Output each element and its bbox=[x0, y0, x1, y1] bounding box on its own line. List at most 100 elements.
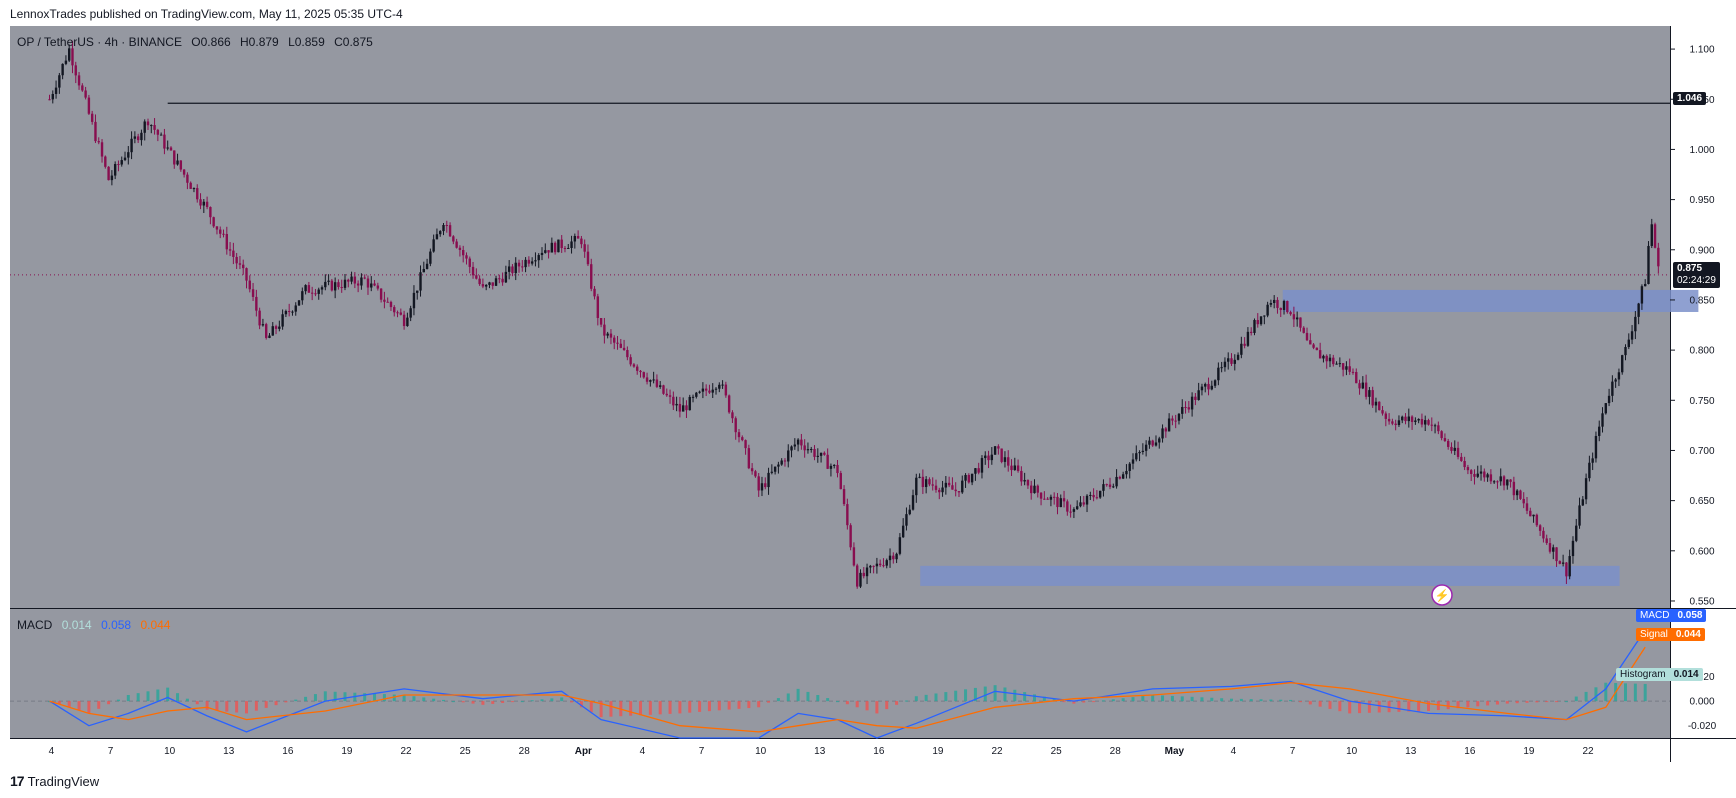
candle-body bbox=[721, 384, 724, 386]
candle-body bbox=[1358, 383, 1361, 389]
histogram-bar bbox=[1180, 696, 1184, 702]
candle bbox=[478, 275, 481, 286]
candle-body bbox=[222, 233, 225, 235]
alert-icon[interactable]: ⚡ bbox=[1431, 584, 1453, 606]
candle-body bbox=[980, 458, 984, 473]
candle bbox=[1463, 456, 1466, 471]
histogram-bar bbox=[1545, 701, 1549, 703]
candle bbox=[1407, 408, 1410, 428]
candle bbox=[402, 310, 406, 330]
histogram-bar bbox=[875, 701, 879, 714]
candle-body bbox=[609, 333, 613, 338]
candle-body bbox=[81, 85, 84, 91]
candle bbox=[1269, 299, 1273, 308]
candle-body bbox=[320, 287, 324, 290]
candle bbox=[1558, 560, 1562, 565]
candle-body bbox=[1148, 440, 1151, 445]
candle-body bbox=[537, 255, 540, 261]
tradingview-logo[interactable]: 17 TradingView bbox=[10, 773, 99, 789]
candle bbox=[898, 533, 902, 556]
candle bbox=[1089, 491, 1092, 501]
candle bbox=[1384, 411, 1388, 427]
candle-body bbox=[754, 471, 757, 477]
macd-pane: 0.0200.000-0.020 bbox=[10, 629, 1717, 739]
candle bbox=[1312, 343, 1315, 350]
candle bbox=[1538, 524, 1542, 536]
candle-body bbox=[448, 225, 452, 237]
candle-body bbox=[517, 262, 521, 267]
candle bbox=[1197, 382, 1200, 401]
candle-body bbox=[547, 250, 550, 253]
histogram-bar bbox=[501, 701, 505, 703]
candle-body bbox=[1174, 420, 1177, 422]
candle bbox=[1079, 496, 1082, 508]
candle-body bbox=[1010, 465, 1013, 471]
candle bbox=[517, 259, 521, 273]
candle-body bbox=[169, 147, 173, 151]
histogram-bar bbox=[737, 701, 741, 709]
histogram-bar bbox=[1121, 698, 1125, 702]
candle-body bbox=[324, 281, 327, 288]
histogram-bar bbox=[983, 686, 987, 702]
candle-body bbox=[819, 452, 823, 456]
candle-body bbox=[603, 324, 606, 336]
time-tick-label: 28 bbox=[519, 746, 531, 757]
candle bbox=[248, 275, 251, 293]
candle bbox=[727, 394, 731, 414]
candle-body bbox=[862, 572, 865, 577]
candle bbox=[619, 338, 622, 349]
candle-body bbox=[1030, 485, 1033, 494]
macd-line bbox=[49, 629, 1646, 739]
candle-body bbox=[1394, 423, 1397, 425]
candle-body bbox=[110, 175, 114, 181]
histogram-bar bbox=[1515, 701, 1519, 704]
candle-body bbox=[1272, 299, 1276, 303]
symbol-legend[interactable]: OP / TetherUS · 4h · BINANCE O0.866 H0.8… bbox=[17, 35, 379, 49]
candle bbox=[202, 199, 206, 213]
candle bbox=[1233, 354, 1236, 371]
candle bbox=[1026, 479, 1030, 489]
candle bbox=[626, 346, 629, 361]
candle bbox=[123, 151, 127, 162]
candle bbox=[1568, 549, 1571, 580]
price-tick-label: 0.950 bbox=[1689, 195, 1714, 206]
histogram-bar bbox=[1446, 701, 1450, 710]
candle bbox=[1621, 354, 1624, 375]
candle bbox=[833, 464, 836, 469]
candle bbox=[1565, 562, 1568, 585]
candle-body bbox=[1066, 501, 1069, 512]
histogram-bar bbox=[560, 697, 564, 702]
candle-body bbox=[1542, 530, 1545, 539]
candle bbox=[757, 473, 760, 497]
candle-body bbox=[852, 547, 856, 566]
candle-body bbox=[1414, 420, 1417, 422]
candle-body bbox=[1637, 303, 1640, 317]
candle-body bbox=[780, 460, 783, 465]
candle-body bbox=[1092, 494, 1095, 498]
candle-body bbox=[921, 476, 925, 488]
candle-body bbox=[800, 439, 803, 446]
macd-legend[interactable]: MACD 0.014 0.058 0.044 bbox=[17, 618, 176, 632]
candle-body bbox=[1026, 479, 1030, 486]
candle-body bbox=[691, 396, 695, 398]
candle bbox=[931, 477, 934, 491]
candle-body bbox=[1194, 396, 1197, 400]
candle-body bbox=[1315, 347, 1319, 351]
candle-body bbox=[396, 312, 399, 314]
candle-body bbox=[714, 388, 718, 390]
candle-body bbox=[951, 485, 954, 490]
candle-body bbox=[87, 97, 91, 114]
candle-body bbox=[1430, 424, 1433, 426]
candle bbox=[1627, 333, 1630, 350]
candle-body bbox=[1046, 498, 1049, 500]
histogram-bar bbox=[1239, 698, 1243, 702]
candle bbox=[580, 235, 583, 249]
candle-body bbox=[655, 379, 659, 387]
candle bbox=[373, 279, 376, 287]
histogram-bar bbox=[1643, 683, 1647, 702]
candle-body bbox=[770, 471, 774, 473]
candles bbox=[48, 40, 1660, 589]
candle bbox=[947, 476, 951, 488]
candle-body bbox=[990, 454, 994, 461]
